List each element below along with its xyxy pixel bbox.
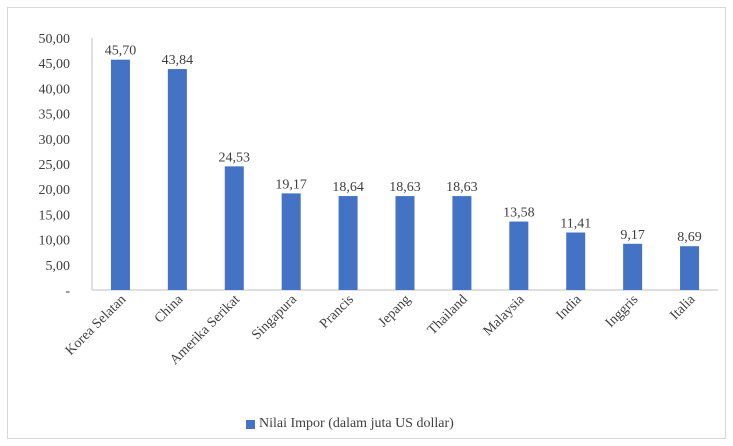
category-label: Inggris — [603, 292, 642, 331]
y-tick-label: 40,00 — [39, 82, 71, 97]
bar — [452, 196, 472, 290]
category-label: India — [554, 292, 586, 324]
category-label: Singapura — [249, 292, 300, 343]
category-label: China — [152, 292, 187, 327]
legend-swatch — [246, 419, 255, 429]
y-tick-label: 35,00 — [39, 108, 71, 123]
y-axis-ticks: - 5,00 10,00 15,00 20,00 25,00 30,00 35,00 40,00… — [39, 32, 71, 299]
y-tick-label: 10,00 — [39, 234, 71, 249]
bar — [110, 59, 130, 291]
category-label: Italia — [667, 292, 698, 323]
legend: Nilai Impor (dalam juta US dollar) — [246, 414, 454, 434]
category-label: Prancis — [317, 292, 357, 332]
y-tick-label: 20,00 — [39, 183, 71, 198]
y-tick-label: 15,00 — [39, 208, 71, 223]
y-tick-label: 30,00 — [39, 133, 71, 148]
data-labels: 45,70 43,84 24,53 19,17 18,64 18,63 18,63 13,58… — [105, 44, 702, 246]
category-label: Thailand — [425, 292, 471, 338]
bar-value-label: 18,63 — [389, 180, 421, 195]
bar-value-label: 8,69 — [677, 230, 702, 245]
bar — [281, 193, 301, 290]
bar-value-label: 18,64 — [332, 180, 364, 195]
bar — [338, 196, 358, 290]
bar-value-label: 43,84 — [162, 53, 194, 68]
bar-value-label: 19,17 — [275, 177, 307, 192]
y-tick-label: 50,00 — [39, 32, 71, 47]
y-tick-label: 25,00 — [39, 158, 71, 173]
bar — [680, 246, 700, 290]
category-label: Malaysia — [481, 292, 528, 339]
bar — [509, 221, 529, 290]
y-tick-label: - — [65, 284, 70, 299]
y-tick-label: 5,00 — [46, 259, 71, 274]
bar-value-label: 9,17 — [620, 228, 645, 243]
bar — [224, 166, 244, 290]
category-label: Jepang — [376, 292, 414, 330]
bar-value-label: 18,63 — [446, 180, 478, 195]
bar — [566, 232, 586, 290]
y-tick-label: 45,00 — [39, 57, 71, 72]
category-label: Korea Selatan — [63, 292, 129, 358]
bar-value-label: 45,70 — [105, 44, 137, 59]
bar — [167, 69, 187, 290]
bar-value-label: 13,58 — [503, 206, 535, 221]
bar — [395, 196, 415, 290]
bar-value-label: 11,41 — [560, 216, 591, 231]
legend-label: Nilai Impor (dalam juta US dollar) — [259, 416, 454, 431]
bar — [623, 243, 643, 290]
bar-series — [110, 59, 700, 291]
bar-value-label: 24,53 — [219, 150, 251, 165]
